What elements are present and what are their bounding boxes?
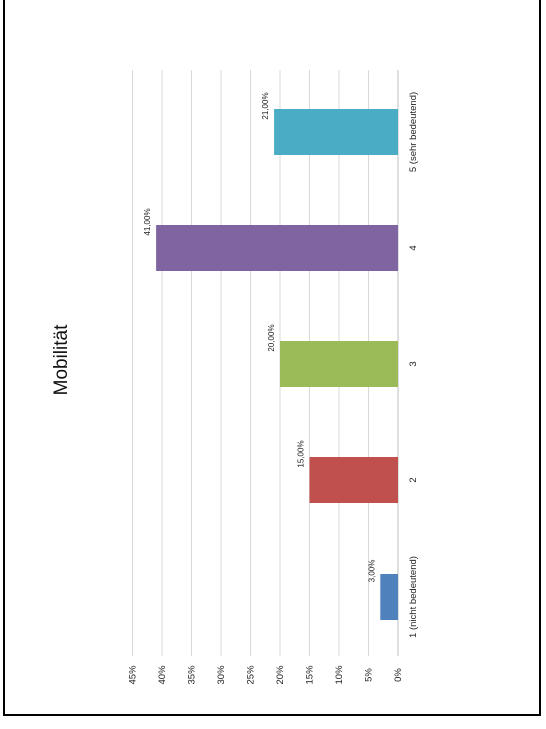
data-label: 41,00%: [143, 208, 152, 235]
bar: [280, 341, 398, 387]
bar: [309, 457, 398, 503]
category-label: 2: [408, 477, 419, 482]
y-tick-label: 35%: [187, 665, 198, 685]
y-tick-label: 15%: [305, 665, 316, 685]
category-label: 5 (sehr bedeutend): [408, 92, 419, 172]
bar: [380, 574, 398, 620]
y-tick-label: 20%: [275, 665, 286, 685]
y-tick-label: 5%: [364, 668, 375, 682]
category-label: 3: [408, 361, 419, 366]
data-label: 15,00%: [297, 440, 306, 467]
bar-layer: [156, 109, 398, 620]
label-layer: 0% 5% 10% 15% 20% 25% 30% 35% 40% 45% 3,00% 1 (nich…: [128, 92, 420, 685]
data-label: 3,00%: [367, 560, 376, 583]
y-tick-label: 30%: [216, 665, 227, 685]
y-tick-label: 40%: [157, 665, 168, 685]
y-tick-label: 25%: [246, 665, 257, 685]
bar: [274, 109, 398, 155]
chart-title: Mobilität: [51, 324, 72, 395]
bar: [156, 225, 398, 271]
y-tick-label: 10%: [334, 665, 345, 685]
category-label: 1 (nicht bedeutend): [408, 556, 419, 638]
y-tick-label: 0%: [393, 668, 404, 682]
category-label: 4: [408, 245, 419, 250]
data-label: 20,00%: [267, 324, 276, 351]
page-frame: [3, 0, 541, 716]
data-label: 21,00%: [261, 92, 270, 119]
y-tick-label: 45%: [128, 665, 139, 685]
